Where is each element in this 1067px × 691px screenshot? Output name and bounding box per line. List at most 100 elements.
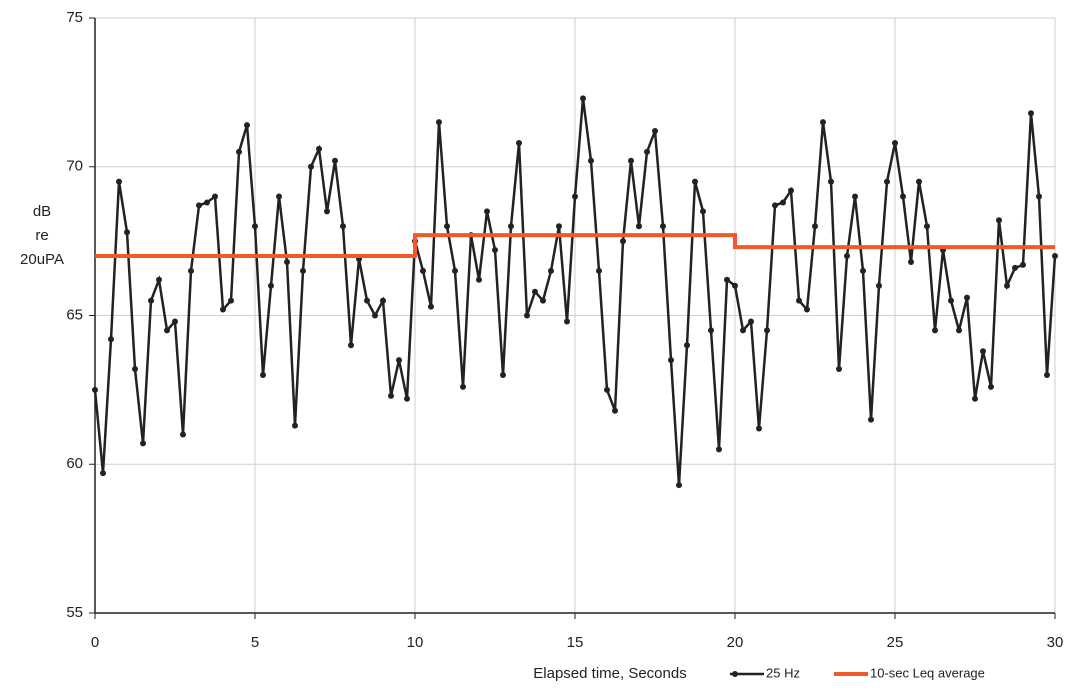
data-point bbox=[764, 327, 770, 334]
data-point bbox=[276, 193, 282, 200]
data-point bbox=[892, 139, 898, 146]
data-point bbox=[604, 386, 610, 393]
y-tick-label: 75 bbox=[66, 9, 83, 26]
data-point bbox=[300, 267, 306, 274]
data-point bbox=[396, 357, 402, 364]
data-point bbox=[476, 276, 482, 283]
legend-label: 10-sec Leq average bbox=[870, 665, 985, 680]
legend-marker bbox=[732, 671, 738, 677]
data-point bbox=[836, 366, 842, 373]
data-point bbox=[260, 372, 266, 378]
data-point bbox=[1004, 282, 1010, 289]
data-point bbox=[196, 202, 202, 209]
data-point bbox=[596, 267, 602, 274]
data-point bbox=[364, 297, 370, 304]
data-point bbox=[652, 128, 658, 135]
data-point bbox=[228, 297, 234, 304]
data-point bbox=[540, 297, 546, 304]
data-point bbox=[748, 318, 754, 325]
x-tick-label: 5 bbox=[251, 634, 259, 651]
x-tick-label: 0 bbox=[91, 634, 99, 651]
data-point bbox=[140, 440, 146, 447]
data-point bbox=[692, 178, 698, 185]
data-point bbox=[132, 366, 138, 373]
data-point bbox=[588, 157, 594, 164]
data-point bbox=[348, 342, 354, 349]
data-point bbox=[316, 145, 322, 152]
data-point bbox=[676, 482, 682, 489]
data-point bbox=[332, 157, 338, 164]
data-point bbox=[100, 470, 106, 477]
data-point bbox=[684, 342, 690, 349]
data-point bbox=[972, 395, 978, 402]
data-point bbox=[948, 297, 954, 304]
data-point bbox=[884, 178, 890, 185]
series-line bbox=[95, 233, 1055, 258]
data-point bbox=[708, 327, 714, 334]
data-point bbox=[268, 282, 274, 289]
data-point bbox=[524, 312, 530, 319]
data-point bbox=[420, 267, 426, 274]
data-point bbox=[92, 386, 98, 393]
data-point bbox=[964, 294, 970, 301]
data-point bbox=[508, 223, 514, 230]
data-point bbox=[404, 395, 410, 402]
data-point bbox=[108, 336, 114, 343]
data-point bbox=[996, 217, 1002, 224]
data-point bbox=[1028, 110, 1034, 117]
data-point bbox=[772, 202, 778, 209]
data-point bbox=[868, 416, 874, 423]
data-point bbox=[988, 383, 994, 390]
data-point bbox=[500, 372, 506, 378]
data-point bbox=[644, 148, 650, 155]
y-axis-label: 20uPA bbox=[20, 251, 64, 268]
data-point bbox=[484, 208, 490, 215]
data-point bbox=[820, 119, 826, 126]
data-point bbox=[732, 282, 738, 289]
data-point bbox=[292, 422, 298, 429]
data-point bbox=[956, 327, 962, 334]
data-point bbox=[548, 267, 554, 274]
data-point bbox=[860, 267, 866, 274]
y-tick-label: 70 bbox=[66, 158, 83, 175]
data-point bbox=[580, 95, 586, 102]
data-point bbox=[220, 306, 226, 313]
data-point bbox=[980, 348, 986, 355]
data-point bbox=[620, 238, 626, 245]
data-point bbox=[324, 208, 330, 215]
data-point bbox=[164, 327, 170, 334]
data-point bbox=[788, 187, 794, 194]
data-point bbox=[1052, 253, 1058, 259]
data-point bbox=[1044, 372, 1050, 378]
data-point bbox=[908, 258, 914, 265]
data-point bbox=[844, 253, 850, 259]
data-point bbox=[780, 199, 786, 206]
data-point bbox=[284, 258, 290, 265]
data-point bbox=[372, 312, 378, 319]
data-point bbox=[876, 282, 882, 289]
data-point bbox=[660, 223, 666, 230]
data-point bbox=[436, 119, 442, 126]
data-point bbox=[244, 122, 250, 129]
data-point bbox=[236, 148, 242, 155]
data-point bbox=[804, 306, 810, 313]
data-point bbox=[756, 425, 762, 432]
data-point bbox=[148, 297, 154, 304]
data-point bbox=[828, 178, 834, 185]
data-point bbox=[916, 178, 922, 185]
data-point bbox=[796, 297, 802, 304]
x-tick-label: 30 bbox=[1047, 634, 1064, 651]
data-point bbox=[852, 193, 858, 200]
data-point bbox=[460, 383, 466, 390]
legend-label: 25 Hz bbox=[766, 665, 800, 680]
data-point bbox=[340, 223, 346, 230]
data-point bbox=[628, 157, 634, 164]
data-point bbox=[1036, 193, 1042, 200]
data-point bbox=[716, 446, 722, 453]
data-point bbox=[428, 303, 434, 310]
data-point bbox=[380, 297, 386, 304]
legend-item: 25 Hz bbox=[730, 665, 800, 680]
data-point bbox=[116, 178, 122, 185]
data-point bbox=[556, 223, 562, 230]
